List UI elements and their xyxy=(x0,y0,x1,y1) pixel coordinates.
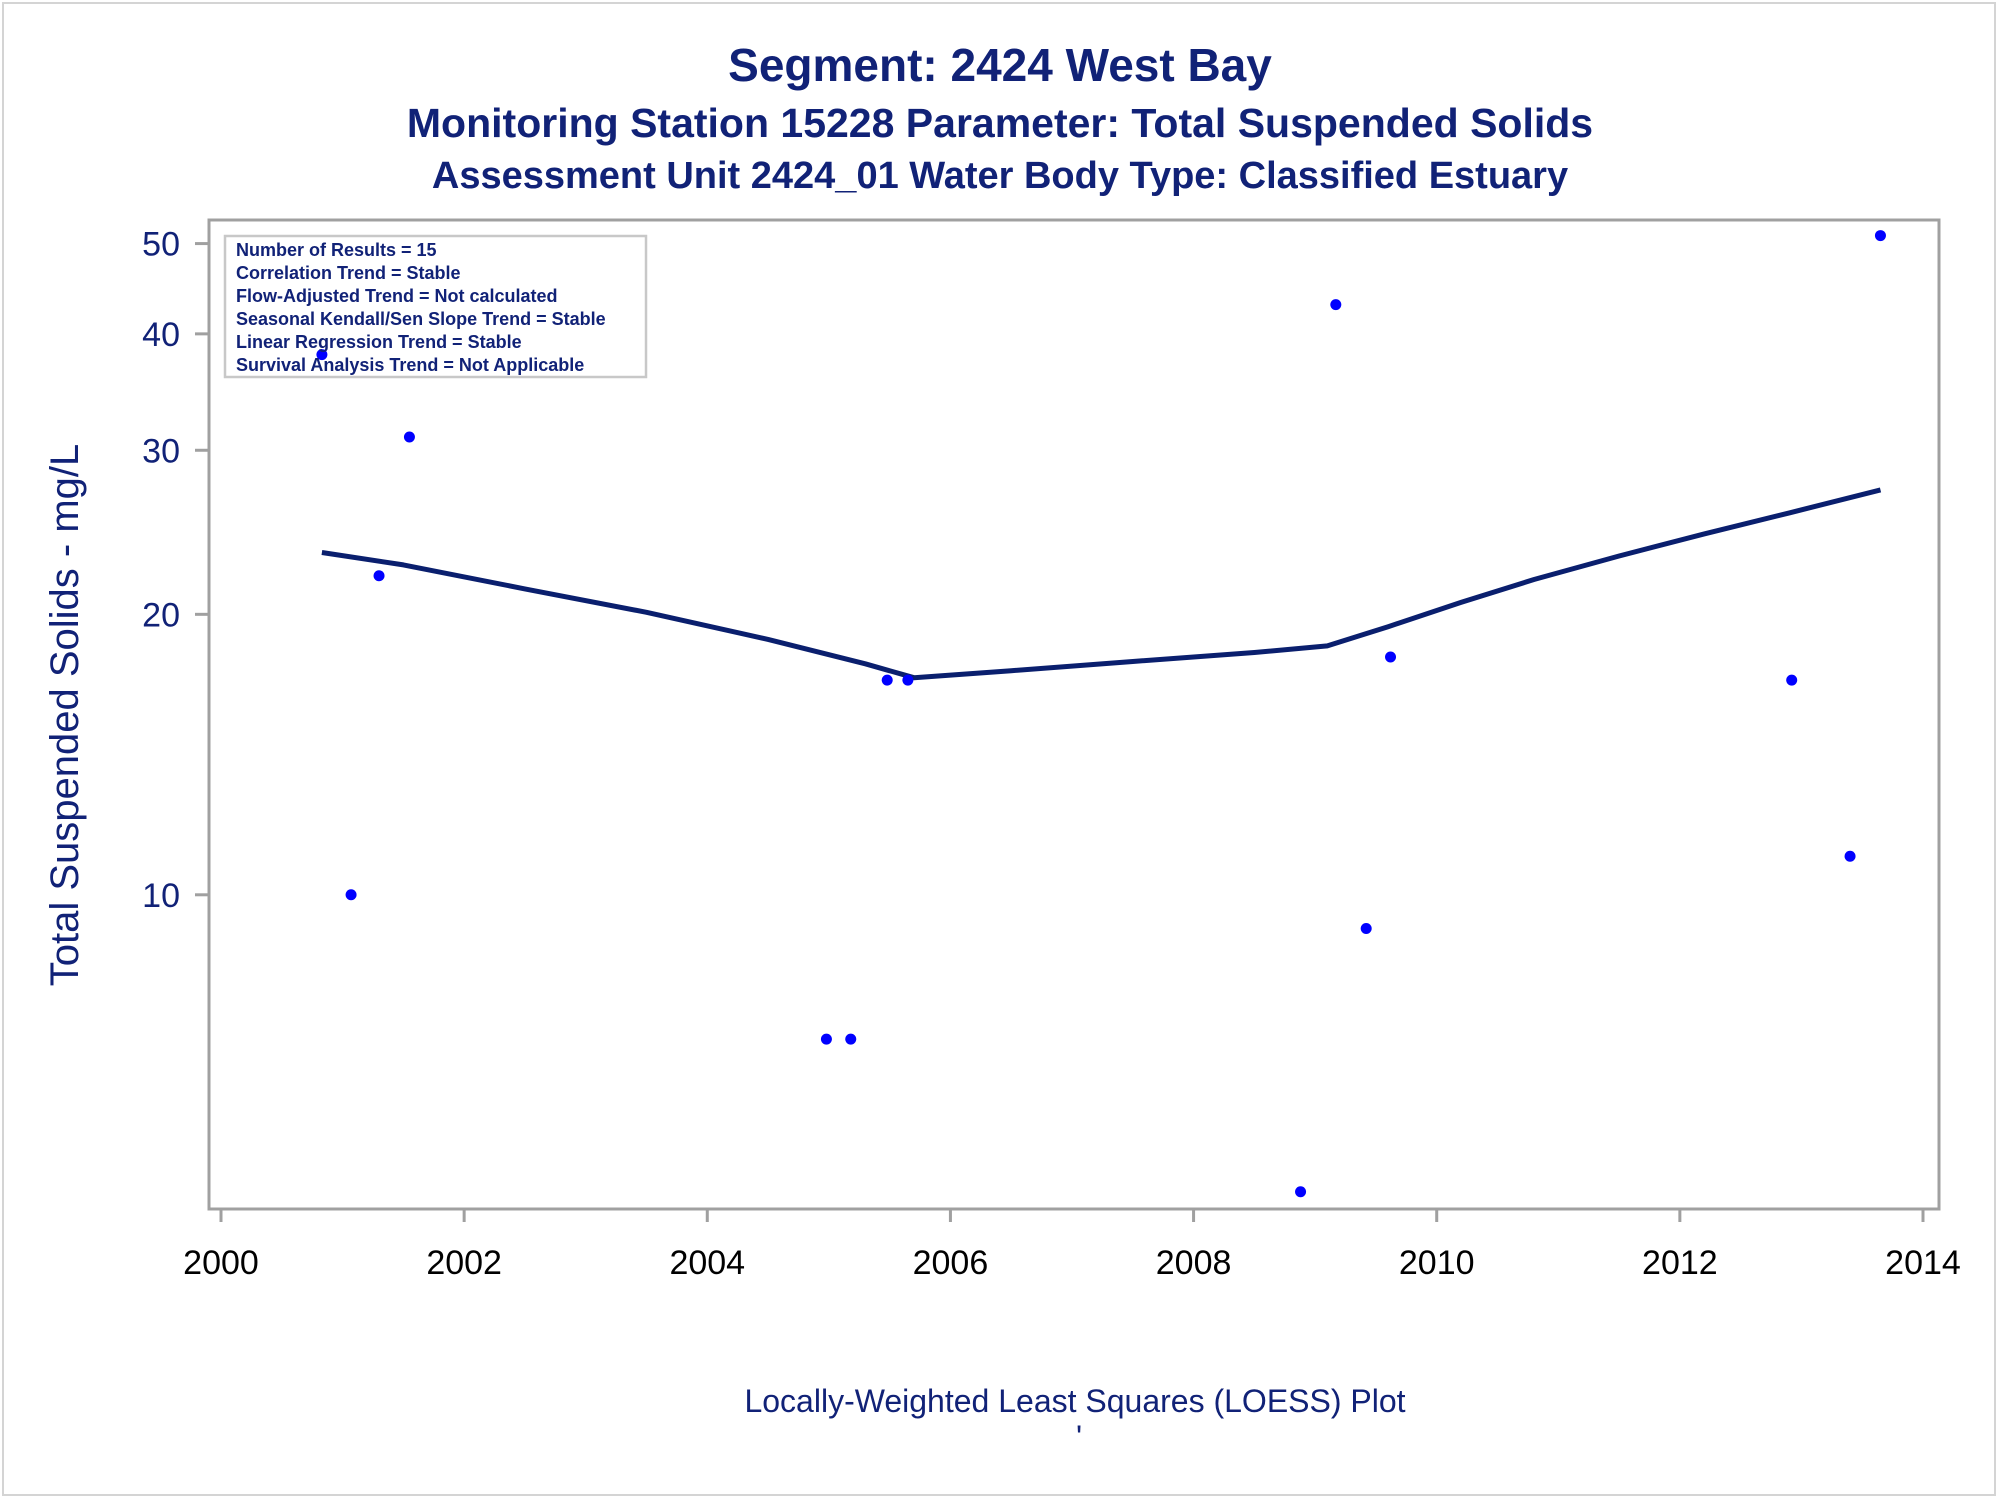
inset-line-seasonal-kendall: Seasonal Kendall/Sen Slope Trend = Stabl… xyxy=(236,309,606,329)
data-point xyxy=(403,431,415,443)
y-tick-label: 40 xyxy=(142,316,180,354)
data-point xyxy=(820,1033,832,1045)
data-point xyxy=(1295,1186,1307,1198)
y-tick-label: 20 xyxy=(142,596,180,634)
trend-summary-border xyxy=(223,234,648,379)
x-tick-label: 2012 xyxy=(1642,1244,1718,1282)
loess-line xyxy=(321,487,1882,681)
x-tick-label: 2010 xyxy=(1399,1244,1475,1282)
y-tick-label: 50 xyxy=(142,226,180,264)
x-tick-label: 2014 xyxy=(1885,1244,1961,1282)
x-tick-label: 2002 xyxy=(426,1244,502,1282)
data-point xyxy=(1360,923,1372,935)
x-tick-label: 2006 xyxy=(913,1244,989,1282)
data-point xyxy=(902,674,914,686)
inset-line-correlation: Correlation Trend = Stable xyxy=(236,263,461,283)
footnote-mark: ' xyxy=(1076,1419,1082,1455)
x-tick-label: 2008 xyxy=(1156,1244,1232,1282)
inset-line-linear-regression: Linear Regression Trend = Stable xyxy=(236,332,522,352)
data-point xyxy=(1786,674,1798,686)
data-point xyxy=(316,349,328,361)
data-point xyxy=(1385,651,1397,663)
data-point xyxy=(345,889,357,901)
chart-title: Segment: 2424 West Bay xyxy=(728,39,1272,91)
data-point xyxy=(1330,299,1342,311)
data-points xyxy=(316,230,1886,1198)
chart-subtitle-2: Assessment Unit 2424_01 Water Body Type:… xyxy=(431,155,1569,197)
footnote: Locally-Weighted Least Squares (LOESS) P… xyxy=(744,1383,1405,1419)
inset-line-survival: Survival Analysis Trend = Not Applicable xyxy=(236,355,584,375)
inset-line-results: Number of Results = 15 xyxy=(236,240,437,260)
data-point xyxy=(881,674,893,686)
x-tick-label: 2004 xyxy=(669,1244,745,1282)
trend-summary-box: Number of Results = 15 Correlation Trend… xyxy=(223,234,648,379)
data-point xyxy=(1844,850,1856,862)
y-axis-title: Total Suspended Solids - mg/L xyxy=(43,444,87,987)
chart-subtitle: Monitoring Station 15228 Parameter: Tota… xyxy=(406,100,1594,146)
y-tick-label: 30 xyxy=(142,432,180,470)
x-axis-ticks: 2000 2002 2004 2006 2008 2010 2012 2014 xyxy=(183,1209,1961,1282)
x-tick-label: 2000 xyxy=(183,1244,259,1282)
plot-area-frame xyxy=(207,218,1941,1211)
data-point xyxy=(1874,230,1886,242)
y-axis-ticks: 10 20 30 40 50 xyxy=(142,226,209,915)
y-tick-label: 10 xyxy=(142,877,180,915)
data-point xyxy=(373,570,385,582)
inset-line-flow-adjusted: Flow-Adjusted Trend = Not calculated xyxy=(236,286,558,306)
data-point xyxy=(845,1033,857,1045)
